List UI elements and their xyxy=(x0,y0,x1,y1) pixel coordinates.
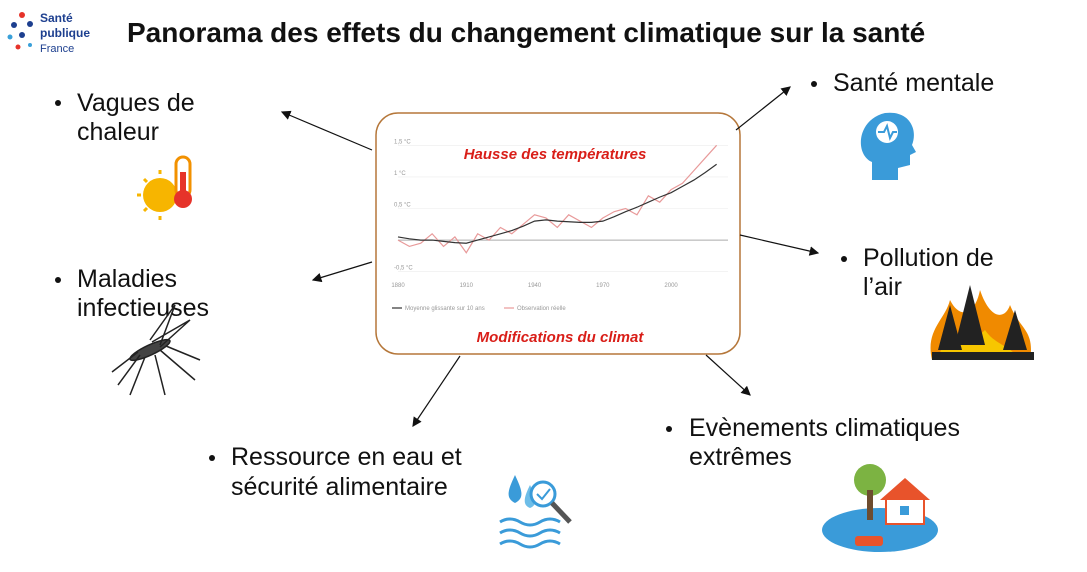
icon-heat xyxy=(137,155,192,220)
effect-text: Ressource en eau et xyxy=(231,443,462,471)
effect-text: infectieuses xyxy=(77,294,209,322)
effect-text: sécurité alimentaire xyxy=(231,473,448,501)
series-line xyxy=(397,144,718,254)
bullets xyxy=(55,81,847,461)
effect-text: Evènements climatiques xyxy=(689,414,960,442)
x-tick-label: 1940 xyxy=(528,283,542,289)
y-tick-label: 0,5 °C xyxy=(394,203,411,209)
center-label: Modifications du climat xyxy=(477,329,645,346)
logo-text: France xyxy=(40,43,74,55)
legend-label: Observation réelle xyxy=(517,306,566,312)
center-box xyxy=(375,112,741,355)
effect-text: Santé mentale xyxy=(833,69,994,97)
series-line xyxy=(397,163,717,244)
legend-label: Moyenne glissante sur 10 ans xyxy=(405,306,485,312)
y-tick-label: 1 °C xyxy=(394,171,406,177)
x-tick-label: 1880 xyxy=(391,283,405,289)
effect-text: chaleur xyxy=(77,118,159,146)
logo: Santé publique France xyxy=(7,11,90,55)
icon-head xyxy=(860,112,916,180)
icon-mosquito xyxy=(111,304,201,396)
effect-text: Maladies xyxy=(77,265,177,293)
icon-water xyxy=(499,475,572,549)
y-tick-label: -0,5 °C xyxy=(394,266,413,272)
effect-text: Pollution de xyxy=(863,244,994,272)
title: Panorama des effets du changement climat… xyxy=(127,17,925,48)
center-label: Hausse des températures xyxy=(464,146,647,163)
logo-text: publique xyxy=(40,26,90,40)
icon-flood xyxy=(822,464,938,552)
effect-text: extrêmes xyxy=(689,443,792,471)
x-tick-label: 1910 xyxy=(460,283,474,289)
x-tick-label: 2000 xyxy=(664,283,678,289)
icon-fire xyxy=(930,285,1034,360)
effect-text: l’air xyxy=(863,273,902,301)
effect-text: Vagues de xyxy=(77,89,195,117)
chart: 1,5 °C 1 °C 0,5 °C -0,5 °C 1880 1910 1940 1970 2… xyxy=(391,139,728,312)
x-tick-label: 1970 xyxy=(596,283,610,289)
y-tick-label: 1,5 °C xyxy=(394,139,411,145)
logo-text: Santé xyxy=(40,11,73,25)
arrows xyxy=(280,86,820,427)
